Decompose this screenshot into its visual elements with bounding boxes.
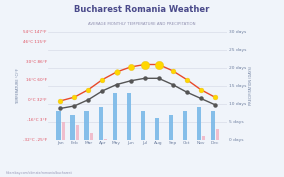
Text: AVERAGE MONTHLY TEMPERATURE AND PRECIPITATION: AVERAGE MONTHLY TEMPERATURE AND PRECIPIT… (88, 22, 196, 26)
Bar (57, 111, 61, 140)
Bar (90, 133, 93, 140)
Bar (202, 136, 205, 140)
Bar (112, 93, 117, 140)
Bar (127, 93, 131, 140)
Bar (211, 111, 215, 140)
Bar (197, 107, 201, 140)
Bar (76, 125, 79, 140)
Bar (216, 129, 219, 140)
Y-axis label: TEMPERATURE °C/°F: TEMPERATURE °C/°F (16, 68, 20, 104)
Bar (169, 115, 173, 140)
Text: Bucharest Romania Weather: Bucharest Romania Weather (74, 5, 210, 14)
Text: hikersbay.com/climate/romania/bucharest: hikersbay.com/climate/romania/bucharest (6, 171, 72, 175)
Legend: DAY, NIGHT, RAIN, SNOW: DAY, NIGHT, RAIN, SNOW (98, 176, 178, 177)
Bar (85, 111, 89, 140)
Y-axis label: PRECIPITATION (DAYS): PRECIPITATION (DAYS) (249, 66, 253, 105)
Bar (155, 118, 159, 140)
Bar (183, 111, 187, 140)
Bar (70, 115, 75, 140)
Bar (62, 122, 65, 140)
Bar (99, 107, 103, 140)
Bar (104, 139, 107, 140)
Bar (141, 111, 145, 140)
